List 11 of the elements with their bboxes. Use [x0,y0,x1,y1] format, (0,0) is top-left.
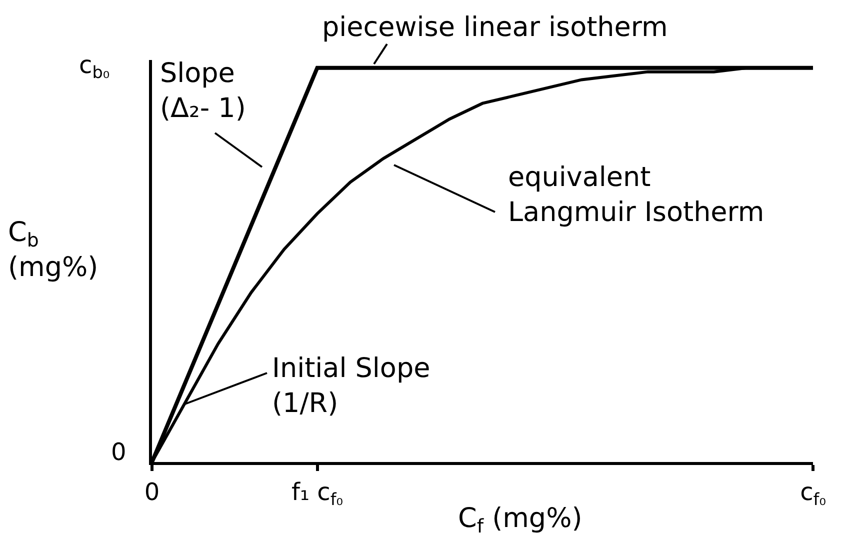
x-axis-title: C$_{f}$ (mg%) [458,503,582,538]
annotation: Initial Slope (1/R) [272,353,430,420]
text: 0 [111,438,126,466]
x-tick-label: f₁ c$_{f₀}$ [291,478,344,509]
text: piecewise linear isotherm [322,12,668,43]
annotation: equivalent Langmuir Isotherm [508,162,764,228]
annotation: Slope (Δ₂- 1) [160,58,246,124]
text: c$_{b₀}$ [79,51,110,82]
x-tick-label: c$_{f₀}$ [800,478,826,509]
x-tick-label: 0 [144,478,160,506]
y-axis-title: C$_{b}$ (mg%) [8,217,98,284]
